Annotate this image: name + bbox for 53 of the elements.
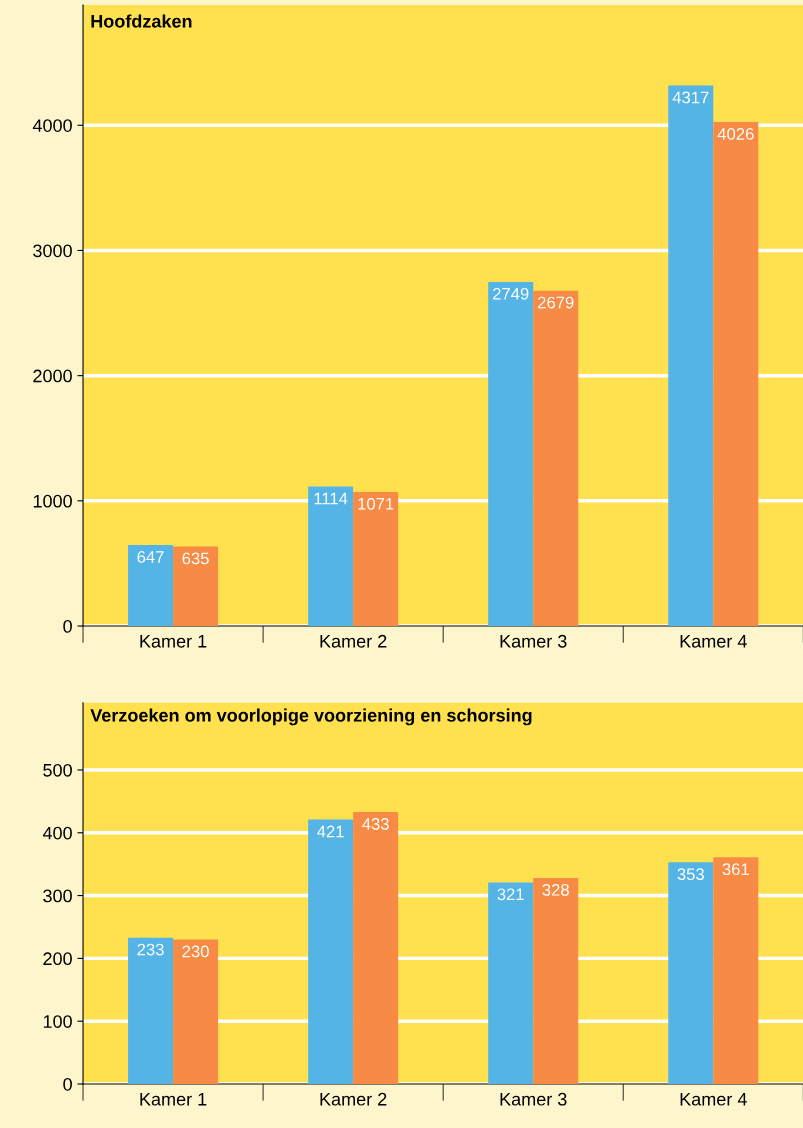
data-label: 233 — [137, 943, 164, 956]
data-label: 4317 — [672, 91, 709, 104]
bar — [488, 281, 534, 627]
data-label: 1071 — [358, 497, 394, 510]
bar — [533, 877, 579, 1085]
y-tick-label: 4000 — [32, 119, 72, 132]
y-tick-label: 3000 — [33, 244, 72, 258]
chart-title: Hoofdzaken — [91, 14, 192, 28]
x-tick-label: Kamer 3 — [500, 1092, 567, 1106]
data-label: 328 — [542, 883, 569, 896]
y-tick-label: 1000 — [33, 494, 72, 508]
x-tick-label: Kamer 4 — [680, 635, 747, 648]
x-tick-label: Kamer 1 — [140, 635, 207, 648]
data-label: 421 — [317, 825, 344, 838]
y-tick-label: 300 — [43, 889, 72, 903]
data-label: 2749 — [493, 287, 529, 300]
bar — [173, 939, 219, 1085]
y-tick-label: 0 — [63, 619, 72, 633]
chart-title: Verzoeken om voorlopige voorziening en schorsing — [90, 708, 532, 726]
y-tick-label: 200 — [43, 952, 72, 966]
x-tick-label: Kamer 4 — [680, 1093, 747, 1106]
bar — [713, 857, 759, 1085]
data-label: 230 — [182, 945, 209, 958]
bar — [353, 812, 399, 1085]
x-tick-label: Kamer 2 — [320, 1092, 387, 1106]
data-label: 4026 — [717, 128, 754, 140]
bar — [668, 862, 714, 1085]
data-label: 647 — [137, 551, 164, 563]
y-tick-label: 400 — [42, 826, 72, 840]
y-tick-label: 100 — [43, 1015, 72, 1028]
bar — [128, 937, 174, 1085]
x-tick-label: Kamer 3 — [500, 634, 567, 648]
data-label: 361 — [722, 863, 749, 876]
y-tick-label: 0 — [63, 1077, 72, 1091]
x-tick-label: Kamer 2 — [320, 634, 387, 648]
bar — [308, 819, 354, 1085]
bar — [488, 882, 534, 1085]
bar — [668, 85, 714, 627]
bar — [713, 122, 759, 627]
bar — [128, 545, 174, 627]
data-label: 321 — [497, 888, 524, 901]
bar — [173, 546, 219, 627]
bar — [533, 290, 579, 627]
data-label: 353 — [677, 868, 704, 881]
bar — [353, 491, 399, 627]
data-label: 433 — [362, 818, 389, 830]
x-tick-label: Kamer 1 — [140, 1093, 207, 1106]
data-label: 2679 — [538, 296, 574, 309]
bar — [308, 486, 354, 627]
data-label: 635 — [182, 552, 209, 565]
data-label: 1114 — [314, 492, 348, 505]
y-tick-label: 2000 — [33, 369, 72, 383]
y-tick-label: 500 — [43, 763, 72, 777]
